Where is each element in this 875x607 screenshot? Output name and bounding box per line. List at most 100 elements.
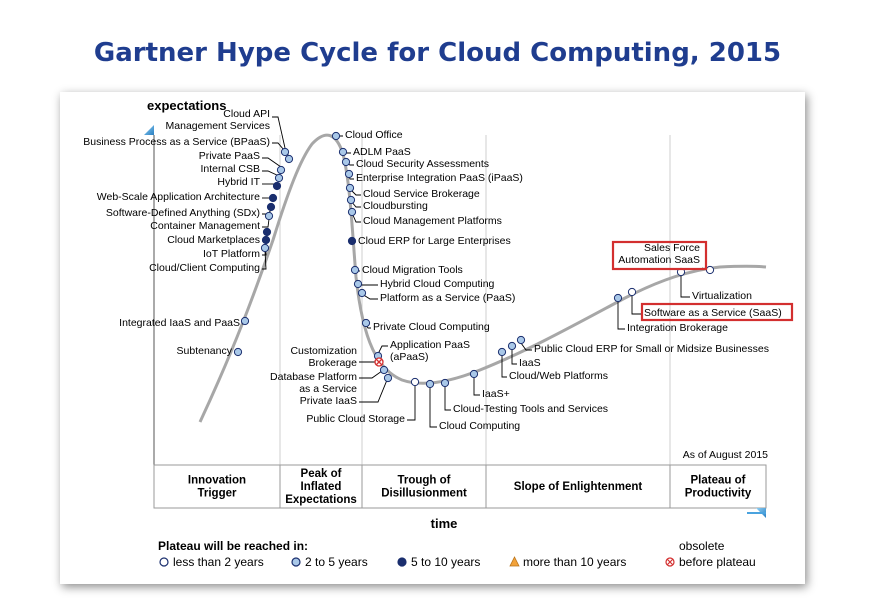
label-cloud-computing: Cloud Computing (439, 420, 520, 432)
leader-application-paas-apaas (377, 345, 388, 355)
x-axis-label: time (431, 516, 458, 531)
label-line: Database Platform (270, 371, 357, 383)
phase-line: Peak of (301, 468, 342, 480)
leader-cloud-testing-tools-and-services (444, 386, 451, 411)
marker-subtenancy (233, 347, 243, 357)
marker-private-cloud-computing (361, 318, 371, 328)
label-line: Private IaaS (300, 395, 357, 407)
hype-cycle-chart-card: expectations Innovation Trigger Peak of Inf… (60, 92, 805, 584)
leader-cloud-web-platforms (501, 355, 507, 378)
label-line: Software-Defined Anything (SDx) (106, 207, 260, 219)
leader-cloud-client-computing (262, 250, 267, 270)
label-line: Internal CSB (200, 163, 260, 175)
label-line: Cloud-Testing Tools and Services (453, 403, 608, 415)
label-adlm-paas: ADLM PaaS (353, 146, 411, 158)
label-platform-as-a-service-paas: Platform as a Service (PaaS) (380, 292, 515, 304)
label-sales-force-automation-saas: Sales Force Automation SaaS (618, 242, 700, 266)
label-line: Cloud Computing (439, 420, 520, 432)
label-line: Cloud ERP for Large Enterprises (358, 235, 511, 247)
marker-cloud-management-platforms (347, 207, 357, 217)
marker-cloud-office (331, 131, 341, 141)
label-line: Cloudbursting (363, 200, 428, 212)
label-cloud-office: Cloud Office (345, 129, 403, 141)
leader-software-as-a-service-saas (631, 295, 642, 315)
marker-enterprise-integration-paas-ipaas (344, 169, 354, 179)
label-line: Cloud API (223, 108, 270, 120)
marker-sales-force-automation-saas (705, 265, 715, 275)
leader-public-cloud-storage (407, 385, 416, 421)
marker-database-platform-as-a-service (379, 365, 389, 375)
legend-item-5-to-10-years: 5 to 10 years (397, 555, 480, 569)
label-virtualization: Virtualization (692, 290, 752, 302)
label-software-as-a-service-saas: Software as a Service (SaaS) (644, 307, 782, 319)
marker-software-defined-anything-sdx (266, 202, 276, 212)
label-cloud-testing-tools-and-services: Cloud-Testing Tools and Services (453, 403, 608, 415)
label-public-cloud-storage: Public Cloud Storage (306, 413, 405, 425)
label-public-cloud-erp-for-small-or-midsize-businesses: Public Cloud ERP for Small or Midsize Bu… (534, 343, 769, 355)
marker-cloud-erp-for-large-enterprises (347, 236, 357, 246)
label-web-scale-application-architecture: Web-Scale Application Architecture (97, 191, 260, 203)
marker-integration-brokerage (613, 293, 623, 303)
label-cloud-migration-tools: Cloud Migration Tools (362, 264, 463, 276)
technology-labels: Cloud API Management Services Business Pro… (83, 108, 781, 432)
phase-line: Innovation (188, 475, 246, 487)
label-line: Subtenancy (177, 345, 233, 357)
phase-line: Trough of (397, 475, 450, 487)
label-line: ADLM PaaS (353, 146, 411, 158)
legend-label-top: obsolete (679, 539, 725, 553)
marker-hybrid-cloud-computing (353, 279, 363, 289)
leader-private-paas (262, 157, 282, 168)
legend-symbol (397, 557, 407, 567)
label-iaas: IaaS (519, 357, 541, 369)
legend-symbol (159, 557, 169, 567)
label-line: (aPaaS) (390, 351, 429, 363)
as-of-date: As of August 2015 (683, 449, 768, 461)
marker-container-management (264, 211, 274, 221)
label-line: Hybrid Cloud Computing (380, 278, 495, 290)
label-line: as a Service (299, 383, 357, 395)
leader-iaas (473, 377, 480, 396)
phase-line: Trigger (198, 488, 238, 500)
phase-line: Plateau of (691, 475, 746, 487)
label-cloud-marketplaces: Cloud Marketplaces (167, 234, 260, 246)
highlight-box-saas (640, 302, 794, 322)
marker-adlm-paas (338, 147, 348, 157)
marker-cloud-marketplaces (262, 227, 272, 237)
marker-cloud-computing (425, 379, 435, 389)
label-line: Customization (290, 345, 357, 357)
label-line: Public Cloud Storage (306, 413, 405, 425)
phase-band (153, 464, 767, 509)
label-enterprise-integration-paas-ipaas: Enterprise Integration PaaS (iPaaS) (356, 172, 523, 184)
leader-database-platform-as-a-service (359, 370, 383, 379)
leader-internal-csb (262, 170, 280, 177)
legend: Plateau will be reached in: less than 2 … (158, 539, 756, 569)
marker-platform-as-a-service-paas (357, 288, 367, 298)
marker-business-process-as-a-service-bpaas (284, 154, 294, 164)
legend-item-more-than-10-years: more than 10 years (509, 555, 626, 569)
leader-virtualization (680, 275, 690, 298)
marker-cloud-service-brokerage (345, 183, 355, 193)
phase-line: Productivity (685, 488, 752, 500)
phase-line: Disillusionment (381, 488, 467, 500)
marker-cloudbursting (346, 195, 356, 205)
hype-cycle-chart: expectations Innovation Trigger Peak of Inf… (83, 98, 794, 569)
label-customization-brokerage: Customization Brokerage (290, 345, 357, 369)
label-line: IaaS (519, 357, 541, 369)
label-internal-csb: Internal CSB (200, 163, 260, 175)
marker-private-iaas (383, 373, 393, 383)
label-line: Cloud Management Platforms (363, 215, 502, 227)
leader-container-management (262, 218, 270, 228)
label-integrated-iaas-and-paas: Integrated IaaS and PaaS (119, 317, 240, 329)
label-line: Integration Brokerage (627, 322, 728, 334)
marker-public-cloud-storage (410, 377, 420, 387)
label-line: IaaS+ (482, 388, 510, 400)
leader-cloud-management-platforms (351, 212, 361, 223)
phase-line: Slope of Enlightenment (514, 481, 643, 493)
label-iaas: IaaS+ (482, 388, 510, 400)
technology-markers (233, 131, 715, 389)
phase-label-1: Peak of Inflated Expectations (285, 468, 357, 506)
page-title: Gartner Hype Cycle for Cloud Computing, … (93, 38, 782, 68)
label-line: Cloud Office (345, 129, 403, 141)
label-hybrid-it: Hybrid IT (217, 176, 260, 188)
label-database-platform-as-a-service: Database Platform as a Service (270, 371, 357, 395)
